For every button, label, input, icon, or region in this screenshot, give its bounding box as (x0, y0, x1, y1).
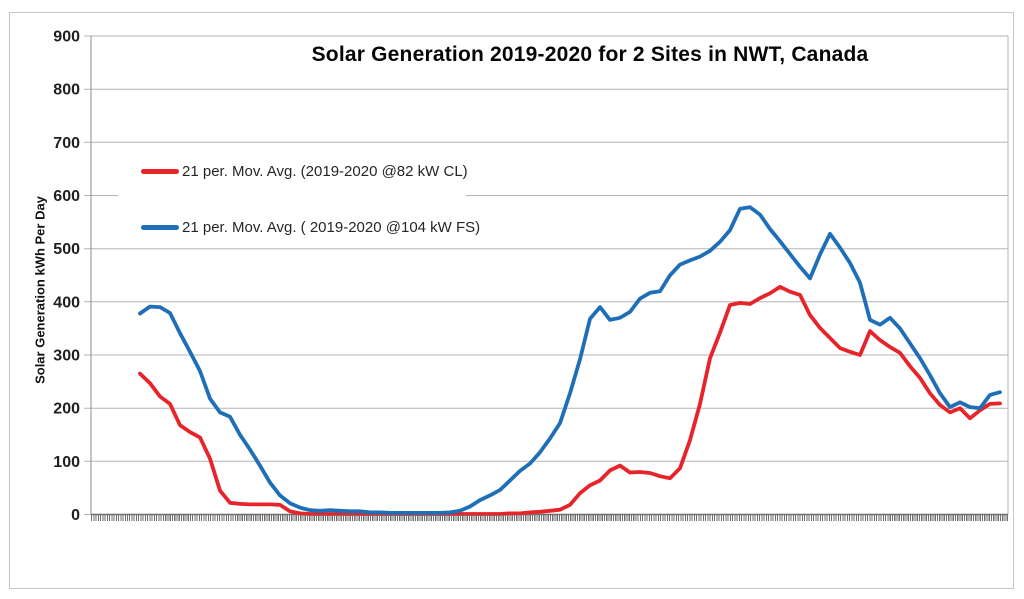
y-tick-label-400: 400 (53, 294, 80, 311)
y-tick-label-500: 500 (53, 241, 80, 258)
red-line-swatch (141, 168, 179, 174)
y-axis-title: Solar Generation kWh Per Day (32, 196, 48, 384)
y-tick-label-0: 0 (71, 507, 80, 524)
y-tick-label-200: 200 (53, 401, 80, 418)
series-line-red-cl-82kw (138, 284, 1002, 516)
y-tick-label-700: 700 (53, 135, 80, 152)
y-tick-label-900: 900 (53, 29, 80, 46)
legend-item-fs-site: 21 per. Mov. Avg. ( 2019-2020 @104 kW FS… (141, 216, 480, 238)
figure-border (9, 12, 1014, 589)
y-tick-label-300: 300 (53, 348, 80, 365)
legend: 21 per. Mov. Avg. (2019-2020 @82 kW CL) … (118, 150, 480, 248)
y-tick-label-100: 100 (53, 454, 80, 471)
x-axis-tick-marks (91, 515, 1008, 521)
legend-label-cl: 21 per. Mov. Avg. (2019-2020 @82 kW CL) (182, 162, 468, 180)
blue-line-swatch (141, 224, 179, 230)
y-tick-label-800: 800 (53, 82, 80, 99)
y-tick-label-600: 600 (53, 188, 80, 205)
legend-item-cl-site: 21 per. Mov. Avg. (2019-2020 @82 kW CL) (141, 160, 468, 182)
legend-label-fs: 21 per. Mov. Avg. ( 2019-2020 @104 kW FS… (182, 218, 481, 236)
chart-title: Solar Generation 2019-2020 for 2 Sites i… (311, 43, 869, 66)
series-line-blue-fs-104kw (138, 205, 1002, 515)
